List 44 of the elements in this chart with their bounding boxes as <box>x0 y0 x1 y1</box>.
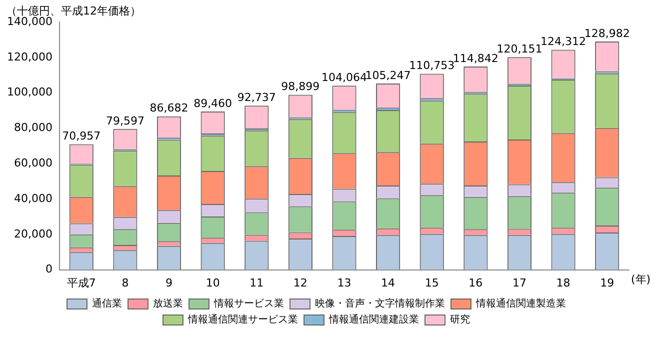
legend-label: 通信業 <box>92 298 122 310</box>
x-tick-label: 平成7 <box>66 276 96 290</box>
total-label: 120,151 <box>496 42 542 56</box>
total-label: 104,064 <box>321 70 367 84</box>
x-tick-label: 8 <box>122 276 129 290</box>
total-label: 92,737 <box>237 91 276 104</box>
total-label: 114,842 <box>452 52 498 65</box>
x-tick-label: 15 <box>424 276 439 290</box>
x-tick-label: 9 <box>166 276 173 290</box>
x-tick-label: 10 <box>206 276 220 290</box>
x-tick-label: 18 <box>556 276 570 290</box>
y-tick-label: 120,000 <box>6 50 52 64</box>
total-label: 79,597 <box>106 114 144 128</box>
legend-label: 情報通信関連サービス業 <box>187 314 298 326</box>
total-label: 110,753 <box>409 59 455 72</box>
x-tick-label: 19 <box>600 276 614 290</box>
legend-label: 情報サービス業 <box>213 298 284 310</box>
legend-label: 映像・音声・文字情報制作業 <box>315 298 445 310</box>
x-tick-label: 17 <box>512 276 526 290</box>
total-label: 128,982 <box>584 26 630 40</box>
y-tick-label: 140,000 <box>6 14 52 28</box>
x-tick-label: 13 <box>337 276 352 290</box>
total-label: 89,460 <box>194 96 232 110</box>
x-tick-label: 12 <box>293 276 308 290</box>
text: (年) <box>631 273 651 286</box>
legend-label: 情報通信関連建設業 <box>328 314 419 326</box>
x-tick-label: 16 <box>468 276 483 290</box>
total-label: 105,247 <box>365 68 411 82</box>
y-tick-label: 100,000 <box>6 86 52 99</box>
y-tick-label: 20,000 <box>14 227 52 240</box>
y-tick-label: 0 <box>45 262 52 276</box>
y-tick-label: 80,000 <box>14 121 52 134</box>
x-tick-label: 14 <box>381 276 396 290</box>
y-tick-label: 60,000 <box>14 156 52 170</box>
total-label: 70,957 <box>62 130 101 143</box>
total-label: 98,899 <box>281 80 320 94</box>
legend-label: 情報通信関連製造業 <box>475 298 566 310</box>
legend-label: 研究 <box>450 314 470 326</box>
y-axis-title: （十億円、平成12年価格） <box>6 4 141 18</box>
legend-label: 放送業 <box>153 298 183 310</box>
y-tick-label: 40,000 <box>14 192 52 205</box>
x-tick-label: 11 <box>250 276 264 290</box>
total-label: 124,312 <box>540 35 586 48</box>
total-label: 86,682 <box>150 102 188 115</box>
